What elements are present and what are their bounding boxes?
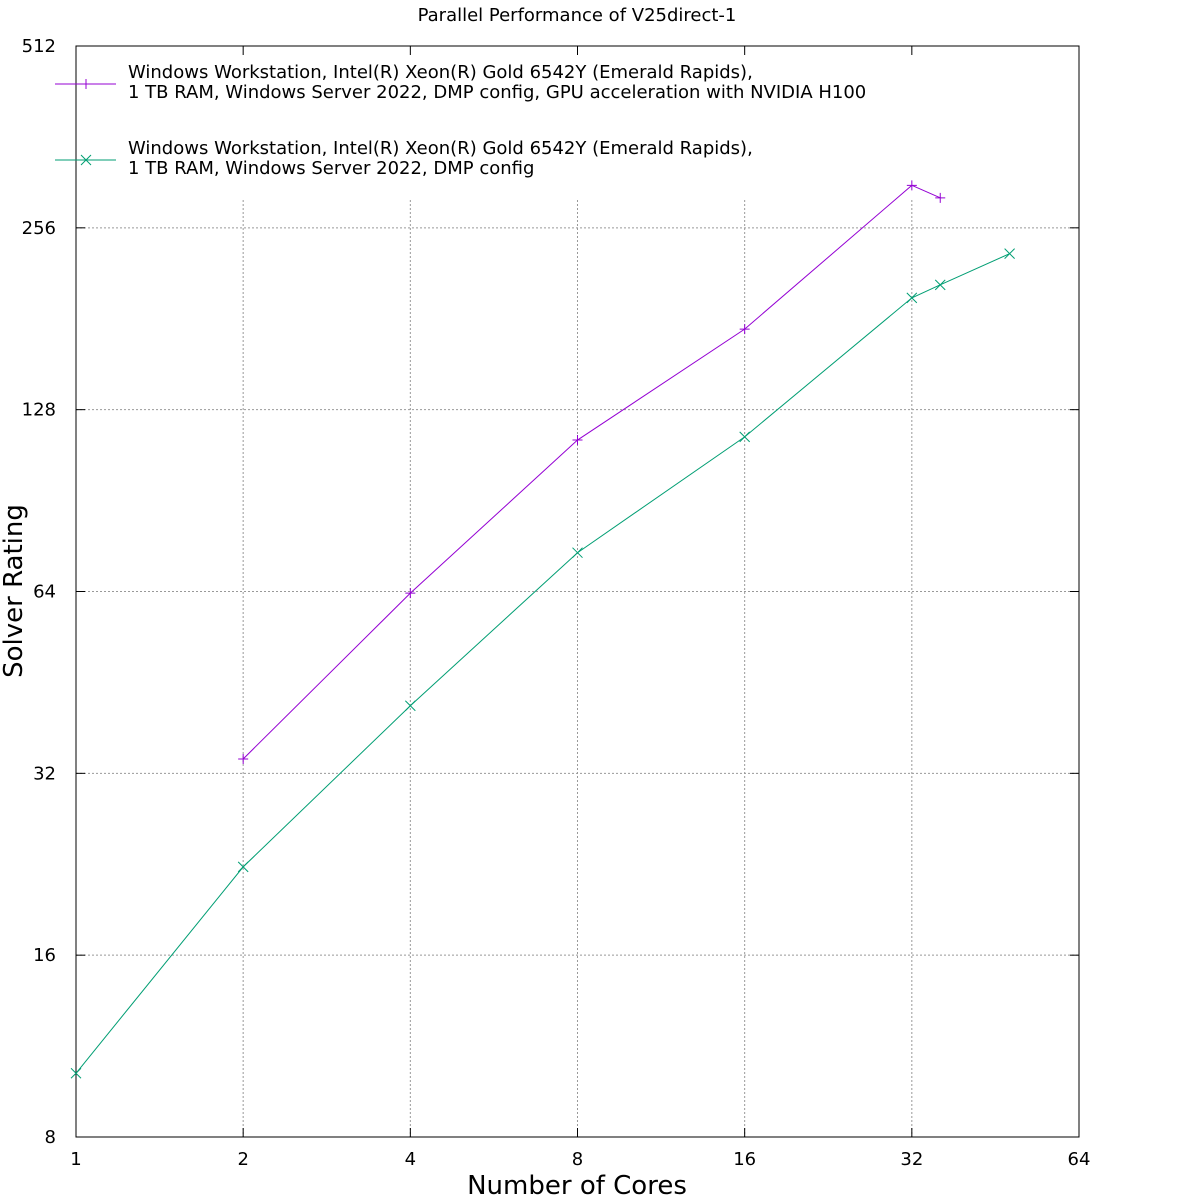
legend: Windows Workstation, Intel(R) Xeon(R) Go… <box>55 62 866 179</box>
cross-marker <box>572 547 583 559</box>
x-tick-label: 1 <box>70 1149 81 1170</box>
y-tick-label: 128 <box>22 400 56 421</box>
plus-marker <box>935 192 946 203</box>
x-tick-label: 4 <box>405 1149 416 1170</box>
plus-marker <box>238 753 249 764</box>
series-line <box>242 184 941 760</box>
plus-marker <box>739 324 750 335</box>
series-1 <box>238 180 946 764</box>
cross-marker <box>1004 248 1015 260</box>
series-line <box>75 253 1010 1074</box>
legend-item-1: Windows Workstation, Intel(R) Xeon(R) Go… <box>55 62 866 103</box>
plus-marker <box>572 435 583 446</box>
x-tick-label: 32 <box>900 1149 923 1170</box>
cross-marker <box>70 1067 82 1079</box>
x-tick-label: 2 <box>237 1149 248 1170</box>
legend-label: 1 TB RAM, Windows Server 2022, DMP confi… <box>128 82 866 103</box>
grid <box>76 200 1079 1137</box>
x-axis-label: Number of Cores <box>467 1171 687 1200</box>
chart-title: Parallel Performance of V25direct-1 <box>418 5 737 26</box>
y-tick-label: 512 <box>22 36 56 57</box>
legend-item-2: Windows Workstation, Intel(R) Xeon(R) Go… <box>55 138 753 179</box>
cross-marker <box>404 700 416 712</box>
y-tick-label: 32 <box>33 763 56 784</box>
plus-marker <box>405 588 416 599</box>
cross-marker <box>906 292 918 304</box>
series-2 <box>70 248 1015 1079</box>
plus-marker <box>81 79 91 89</box>
cross-marker <box>80 154 92 166</box>
y-tick-label: 8 <box>45 1127 56 1148</box>
plus-marker <box>906 180 917 191</box>
legend-label: Windows Workstation, Intel(R) Xeon(R) Go… <box>128 62 753 83</box>
axis-ticks: 8 16 32 64 128 256 512 1 2 4 8 16 32 64 <box>22 36 1091 1170</box>
legend-label: 1 TB RAM, Windows Server 2022, DMP confi… <box>128 158 534 179</box>
cross-marker <box>739 431 751 443</box>
y-tick-label: 64 <box>33 582 56 603</box>
x-tick-label: 8 <box>572 1149 583 1170</box>
y-tick-label: 16 <box>33 945 56 966</box>
series-group <box>70 180 1015 1079</box>
x-tick-label: 16 <box>733 1149 756 1170</box>
cross-marker <box>934 279 946 291</box>
y-tick-label: 256 <box>22 218 56 239</box>
legend-label: Windows Workstation, Intel(R) Xeon(R) Go… <box>128 138 753 159</box>
y-axis-label: Solver Rating <box>0 504 29 678</box>
cross-marker <box>237 861 249 873</box>
x-tick-label: 64 <box>1068 1149 1091 1170</box>
